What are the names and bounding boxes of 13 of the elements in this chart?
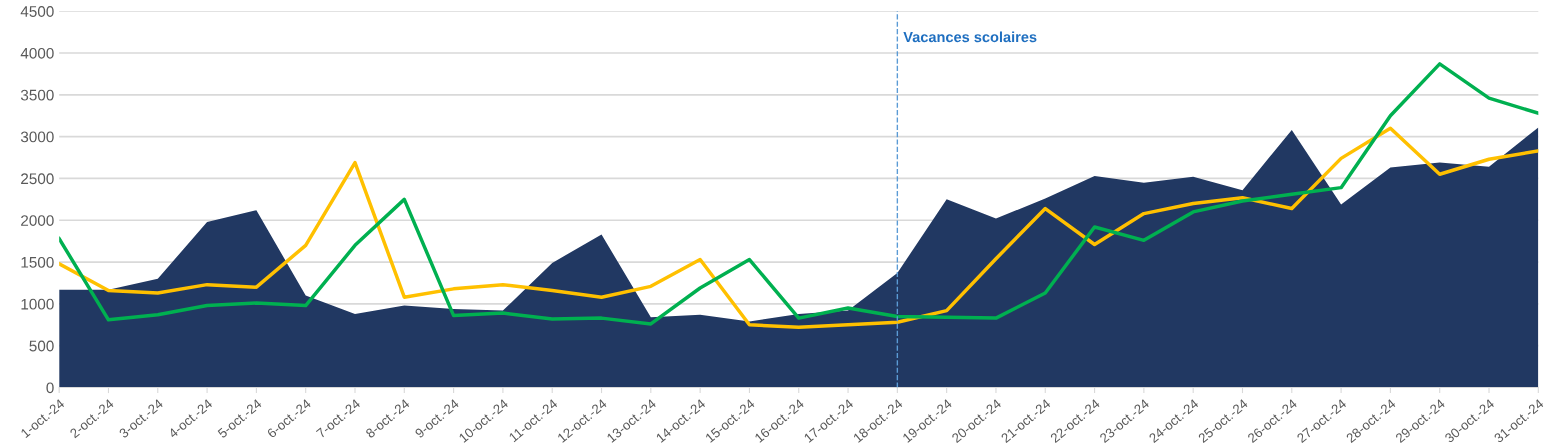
y-tick-label: 2000 (21, 215, 54, 226)
line-series (59, 62, 1539, 326)
y-tick-label: 3000 (20, 131, 54, 143)
y-tick-label: 1500 (21, 256, 54, 268)
y-tick-label: 2500 (21, 173, 54, 185)
y-tick-label: 4500 (20, 6, 54, 17)
y-tick-label: 4000 (20, 47, 54, 59)
ref-line-label: Vacances scolaires (903, 31, 1037, 43)
y-tick-label: 500 (29, 340, 54, 352)
y-tick-label: 1000 (21, 298, 54, 310)
y-tick-label: 3500 (20, 89, 54, 101)
y-tick-label: 0 (46, 382, 54, 394)
line-series (59, 126, 1539, 330)
